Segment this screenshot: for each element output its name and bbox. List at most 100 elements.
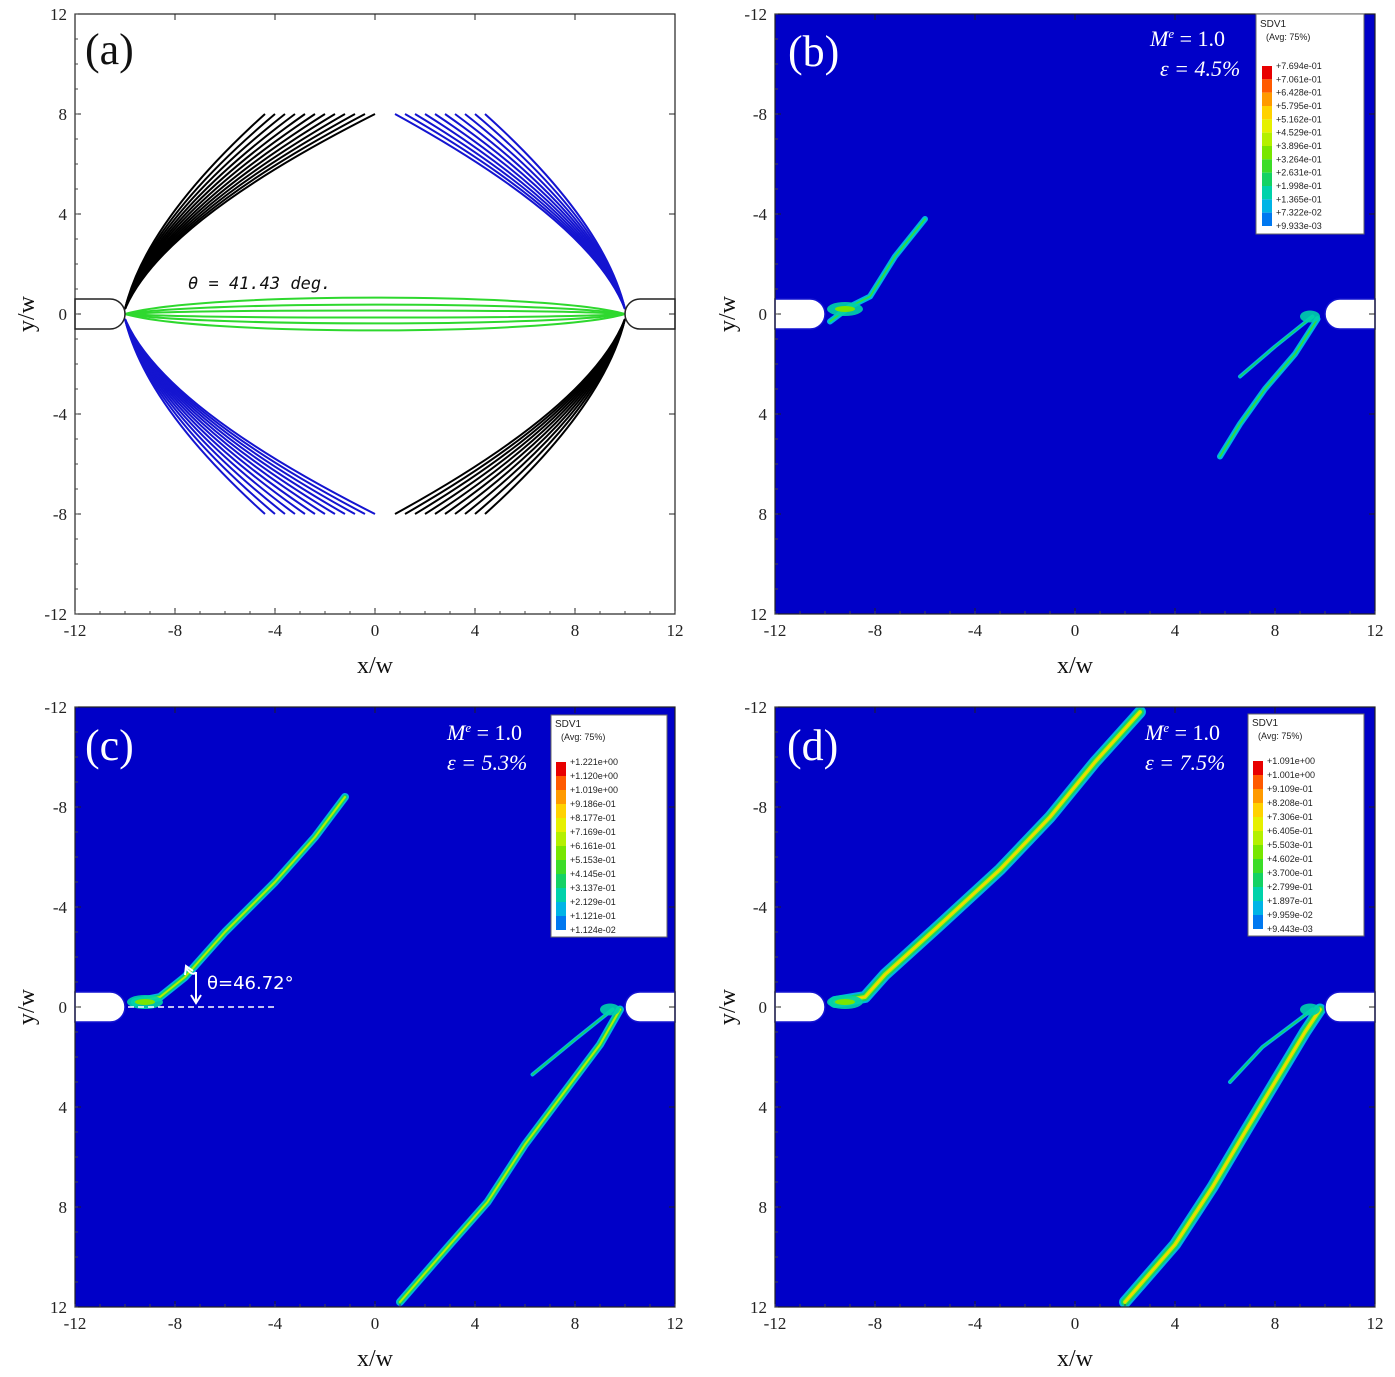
black-slip-line (484, 318, 626, 515)
x-tick-label: 12 (667, 621, 684, 640)
y-tick-label: -12 (744, 698, 767, 717)
x-tick-label: -8 (868, 621, 882, 640)
green-slip-line (124, 313, 626, 325)
legend-value: +5.795e-01 (1276, 101, 1322, 111)
x-tick-label: -8 (168, 1314, 182, 1333)
legend-value: +1.365e-01 (1276, 194, 1322, 204)
x-tick-label: 4 (471, 621, 480, 640)
y-tick-label: -8 (753, 105, 767, 124)
legend-value: +5.503e-01 (1267, 840, 1313, 850)
x-axis-label-c: x/w (357, 1346, 394, 1372)
x-tick-label: 0 (371, 1314, 380, 1333)
legend-value: +4.529e-01 (1276, 128, 1322, 138)
legend-swatch (1253, 775, 1263, 789)
y-tick-label: -4 (53, 898, 68, 917)
legend-value: +6.161e-01 (570, 841, 616, 851)
legend-swatch (556, 902, 566, 916)
legend-value: +7.169e-01 (570, 827, 616, 837)
x-tick-label: 8 (571, 621, 580, 640)
x-tick-label: 0 (1071, 1314, 1080, 1333)
legend-value: +3.700e-01 (1267, 868, 1313, 878)
modulus-label-b: Me = 1.0 (1149, 26, 1225, 51)
legend-value: +3.137e-01 (570, 883, 616, 893)
x-tick-label: 4 (1171, 621, 1180, 640)
legend-swatch (1253, 873, 1263, 887)
legend-swatch (1262, 159, 1272, 173)
legend-value: +4.145e-01 (570, 869, 616, 879)
y-tick-label: 12 (50, 1298, 67, 1317)
green-slip-line (124, 313, 626, 319)
y-tick-label: -12 (44, 698, 67, 717)
legend-value: +9.933e-03 (1276, 221, 1322, 231)
panel-a-lines (124, 113, 626, 515)
x-ticks-d: -12 -8 -4 0 4 8 12 (764, 707, 1384, 1333)
strain-label-d: ε = 7.5% (1145, 750, 1225, 775)
legend-value: +4.602e-01 (1267, 854, 1313, 864)
legend-value: +1.121e-01 (570, 911, 616, 921)
legend-value: +6.428e-01 (1276, 88, 1322, 98)
legend-swatch (1262, 146, 1272, 160)
right-notch (1324, 991, 1376, 1023)
y-tick-label: 8 (759, 505, 768, 524)
legend-value: +1.221e+00 (570, 757, 618, 767)
x-tick-label: 8 (1271, 621, 1280, 640)
y-ticks-d: -12 -8 -4 0 4 8 12 (744, 698, 1375, 1317)
legend-swatch (1262, 199, 1272, 213)
shear-band (134, 796, 346, 1003)
legend-swatch (1262, 106, 1272, 120)
legend-b: SDV1 (Avg: 75%) +7.694e-01 +7.061e-01 +6.4… (1255, 13, 1365, 235)
legend-value: +8.208e-01 (1267, 798, 1313, 808)
notch-plastic-zone-right (600, 1003, 620, 1016)
y-axis-label-b: y/w (715, 295, 741, 332)
x-tick-label: -4 (268, 621, 283, 640)
legend-swatch (1262, 212, 1272, 226)
y-tick-label: 12 (50, 5, 67, 24)
y-tick-label: 0 (59, 998, 68, 1017)
x-ticks-b: -12 -8 -4 0 4 8 12 (764, 14, 1384, 640)
x-tick-label: -12 (764, 1314, 787, 1333)
shear-band (1239, 315, 1314, 378)
x-tick-label: 0 (1071, 621, 1080, 640)
green-slip-line (124, 313, 626, 332)
modulus-label-c: Me = 1.0 (446, 720, 522, 745)
x-tick-label: -8 (868, 1314, 882, 1333)
y-tick-label: 4 (759, 405, 768, 424)
legend-value: +7.322e-02 (1276, 208, 1322, 218)
x-axis-label-a: x/w (357, 653, 394, 679)
x-tick-label: 4 (471, 1314, 480, 1333)
shear-bands-b (827, 216, 1321, 460)
legend-value: +9.186e-01 (570, 799, 616, 809)
legend-swatch (1253, 845, 1263, 859)
legend-swatch (1253, 887, 1263, 901)
legend-value: +1.001e+00 (1267, 770, 1315, 780)
legend-swatch (1262, 186, 1272, 200)
legend-swatch (1253, 803, 1263, 817)
x-tick-label: 12 (667, 1314, 684, 1333)
legend-swatch (1262, 79, 1272, 93)
shear-band (1219, 318, 1319, 458)
notches-d (774, 991, 1376, 1023)
y-tick-label: 0 (759, 305, 768, 324)
x-tick-label: -4 (268, 1314, 283, 1333)
legend-swatch (556, 832, 566, 846)
y-tick-label: 0 (59, 305, 68, 324)
legend-swatch (1253, 915, 1263, 929)
modulus-label-d: Me = 1.0 (1144, 720, 1220, 745)
legend-swatch (1262, 132, 1272, 146)
y-tick-label: 4 (59, 1098, 68, 1117)
y-ticks-b: -12 -8 -4 0 4 8 12 (744, 5, 1375, 624)
legend-swatch (556, 790, 566, 804)
shear-band (399, 1008, 621, 1303)
x-ticks-c: -12 -8 -4 0 4 8 12 (64, 707, 684, 1333)
legend-value: +7.694e-01 (1276, 61, 1322, 71)
plot-area-a (75, 14, 675, 614)
shear-band (531, 1008, 614, 1076)
legend-title-b: SDV1 (1260, 19, 1287, 30)
legend-value: +1.998e-01 (1276, 181, 1322, 191)
legend-value: +6.405e-01 (1267, 826, 1313, 836)
legend-value: +9.443e-03 (1267, 924, 1313, 934)
shear-band (1124, 1008, 1321, 1303)
legend-box-b (1255, 13, 1365, 235)
y-tick-label: 12 (750, 605, 767, 624)
blue-slip-line (124, 318, 376, 515)
